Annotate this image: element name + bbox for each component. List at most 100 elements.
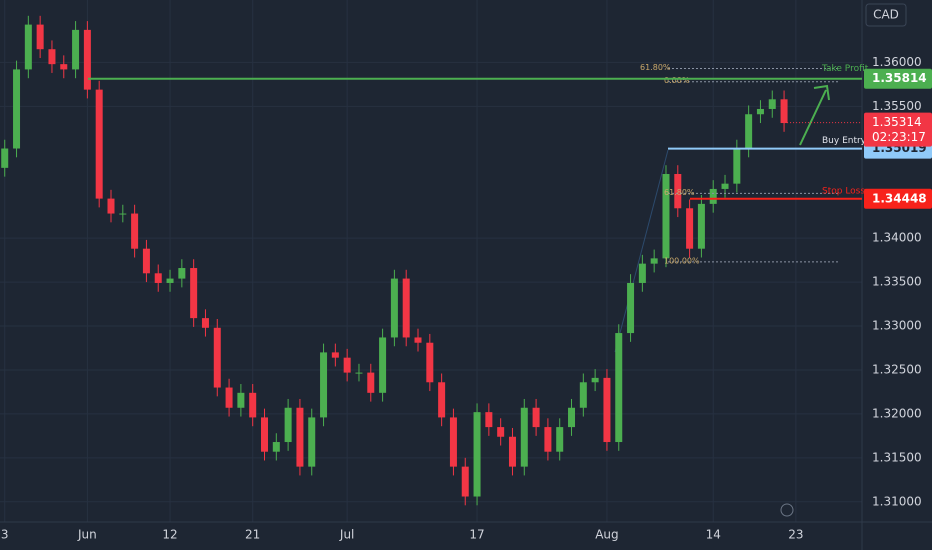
- candle-body: [320, 352, 328, 418]
- candle-body: [756, 108, 764, 115]
- level-price-box: [864, 68, 932, 89]
- level-name: Stop Loss: [822, 186, 865, 196]
- candle-body: [237, 392, 245, 408]
- candle-body: [95, 89, 103, 199]
- x-tick-label: 14: [706, 528, 721, 542]
- candle-body: [1, 148, 9, 168]
- y-tick-label: 1.36000: [872, 55, 922, 69]
- candle-body: [508, 436, 516, 467]
- candle-body: [627, 282, 635, 334]
- last-price: 1.35314: [872, 115, 922, 129]
- candle-body: [638, 263, 646, 283]
- candle-body: [414, 337, 422, 343]
- candle-body: [497, 427, 505, 437]
- candle-body: [166, 278, 174, 283]
- candle-body: [615, 333, 623, 443]
- x-tick-label: 21: [245, 528, 260, 542]
- last-price-box: [864, 112, 932, 147]
- candle-body: [72, 29, 80, 70]
- y-tick-label: 1.32000: [872, 406, 922, 420]
- y-tick-label: 1.31500: [872, 450, 922, 464]
- candle-body: [603, 377, 611, 443]
- candle-body: [83, 29, 91, 90]
- fib-label: 100.00%: [664, 256, 700, 265]
- currency: CAD: [873, 8, 899, 22]
- candle-body: [579, 382, 587, 408]
- candle-body: [213, 327, 221, 388]
- candle-body: [60, 64, 68, 70]
- fib-trendline: [614, 149, 669, 353]
- candle-body: [13, 69, 21, 149]
- candle-body: [520, 407, 528, 467]
- countdown: 02:23:17: [872, 130, 926, 144]
- candle-body: [355, 372, 363, 374]
- candle-body: [178, 268, 186, 279]
- candle-body: [556, 427, 564, 452]
- candle-body: [532, 407, 540, 428]
- candle-body: [154, 273, 162, 283]
- candle-body: [107, 198, 115, 214]
- y-tick-label: 1.33500: [872, 275, 922, 289]
- candle-body: [308, 417, 316, 467]
- candle-body: [24, 24, 32, 70]
- candle-body: [591, 377, 599, 383]
- candle-body: [662, 174, 670, 259]
- candle-body: [709, 188, 717, 204]
- y-tick-label: 1.34000: [872, 231, 922, 245]
- candle-body: [390, 278, 398, 338]
- candle-body: [272, 442, 280, 452]
- candle-body: [544, 427, 552, 452]
- y-tick-label: 1.31000: [872, 494, 922, 508]
- candle-body: [697, 203, 705, 249]
- candle-body: [780, 99, 788, 124]
- candle-body: [48, 49, 56, 65]
- x-tick-label: 3: [1, 528, 9, 542]
- candle-body: [650, 258, 658, 264]
- candle-body: [674, 174, 682, 209]
- level-name: Buy Entry: [822, 136, 867, 146]
- level-price-box: [864, 188, 932, 209]
- x-tick-label: Jun: [77, 528, 97, 542]
- candle-body: [721, 183, 729, 189]
- candle-body: [296, 407, 304, 467]
- level-name: Take Profit: [821, 64, 869, 74]
- candle-body: [367, 372, 375, 393]
- candle-body: [745, 114, 753, 149]
- target-arrow: [799, 84, 830, 146]
- level-price: 1.34448: [872, 191, 927, 205]
- candle-body: [485, 412, 493, 428]
- candle-body: [131, 213, 139, 249]
- candle-body: [568, 407, 576, 428]
- candle-body: [733, 148, 741, 184]
- x-tick-label: 23: [788, 528, 803, 542]
- x-tick-label: Aug: [595, 528, 618, 542]
- candle-body: [190, 268, 198, 319]
- candle-body: [461, 466, 469, 497]
- x-tick-label: 17: [469, 528, 484, 542]
- candle-body: [201, 318, 209, 328]
- candle-body: [449, 417, 457, 467]
- fib-label: 61.80%: [664, 188, 695, 197]
- candle-body: [261, 417, 269, 452]
- x-tick-label: 12: [162, 528, 177, 542]
- candle-body: [686, 208, 694, 249]
- candle-body: [36, 24, 44, 50]
- fib-label: 61.80%: [640, 63, 671, 72]
- fib-label: 0.00%: [664, 76, 690, 85]
- candle-body: [284, 407, 292, 443]
- candle-body: [249, 392, 257, 418]
- candle-body: [331, 352, 339, 358]
- candle-body: [379, 337, 387, 393]
- candle-body: [142, 248, 150, 274]
- candle-body: [343, 357, 351, 373]
- candle-body: [426, 342, 434, 383]
- snapshot-icon[interactable]: [780, 503, 794, 517]
- candle-body: [438, 382, 446, 418]
- currency-badge[interactable]: [865, 3, 907, 27]
- level-price: 1.35814: [872, 71, 927, 85]
- candle-body: [473, 412, 481, 497]
- y-tick-label: 1.33000: [872, 319, 922, 333]
- candle-body: [225, 387, 233, 408]
